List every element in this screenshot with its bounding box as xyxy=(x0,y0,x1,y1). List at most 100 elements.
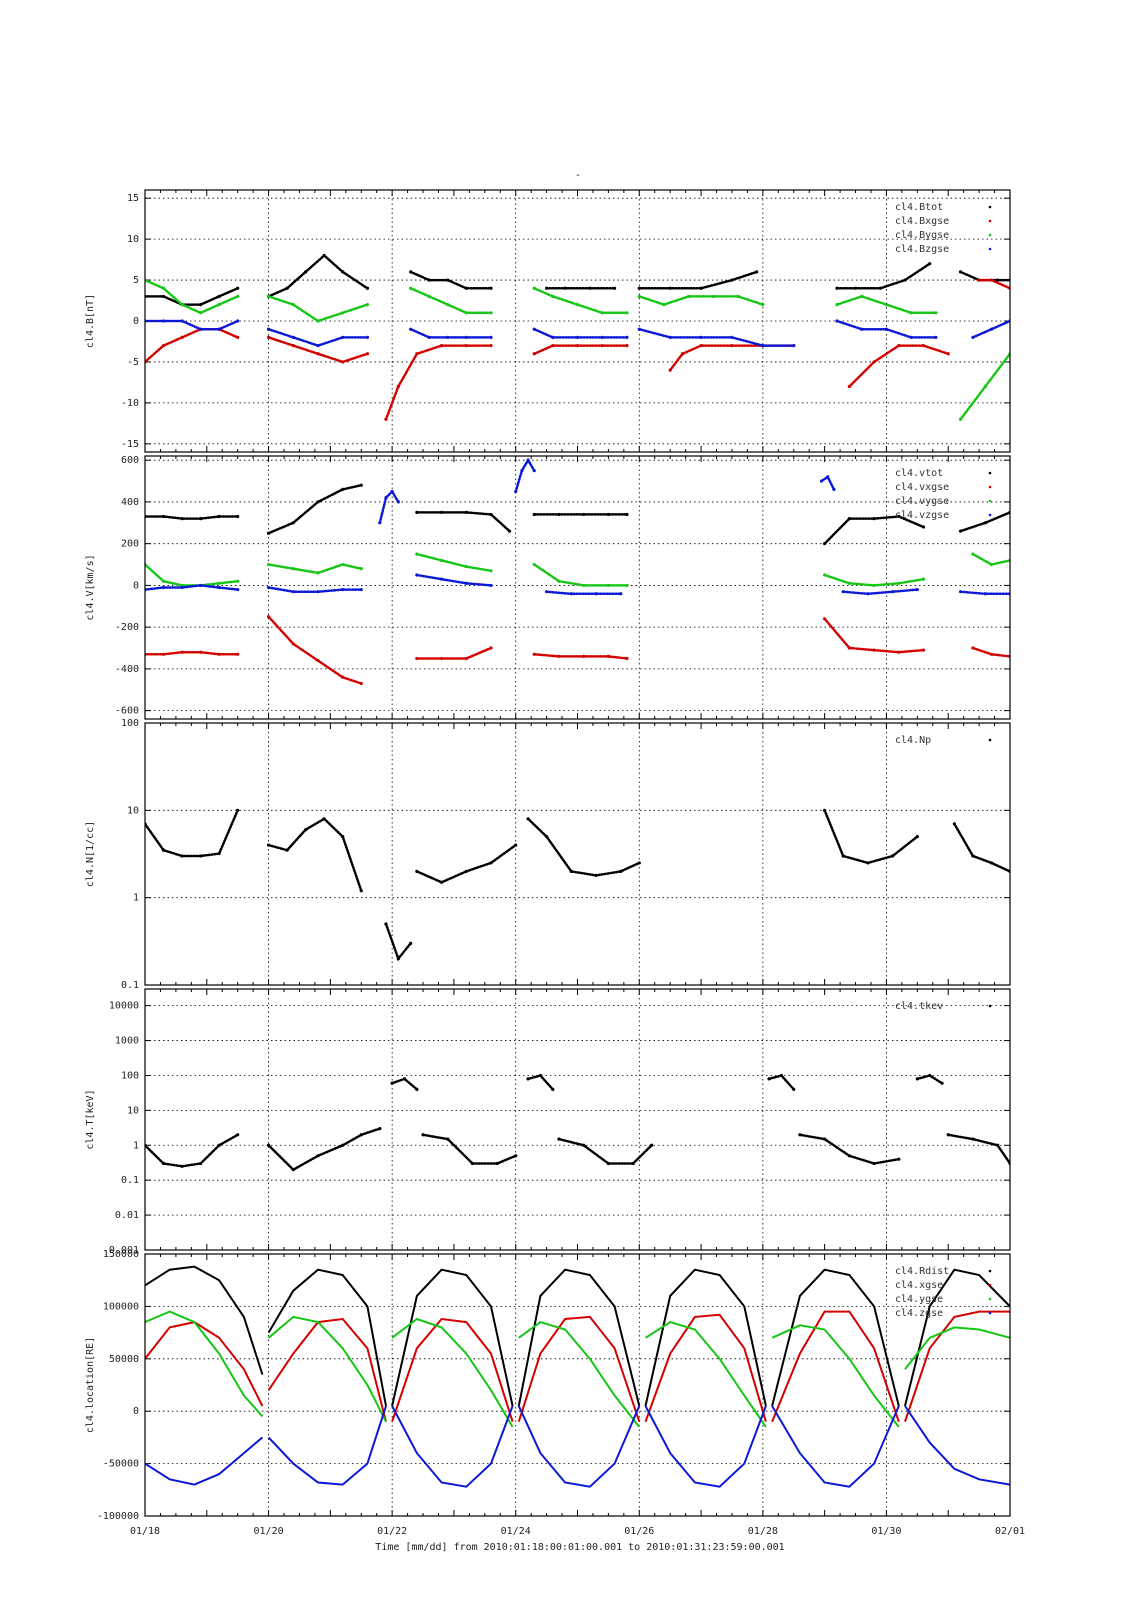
data-point xyxy=(266,1143,271,1147)
series-trace xyxy=(526,817,641,877)
data-point xyxy=(921,577,926,581)
data-point xyxy=(409,286,413,290)
y-tick-label: 10 xyxy=(127,234,139,245)
series-red xyxy=(145,1310,1010,1423)
legend-marker xyxy=(988,205,992,209)
data-point xyxy=(464,581,468,585)
series-line xyxy=(145,1321,264,1407)
x-tick-label: 01/26 xyxy=(624,1526,654,1537)
panel-frame xyxy=(144,988,1011,1251)
data-point xyxy=(532,469,536,473)
data-point xyxy=(832,487,836,491)
data-point xyxy=(532,512,536,517)
data-point xyxy=(421,1133,425,1137)
x-tick-label: 01/22 xyxy=(377,1526,407,1537)
data-point xyxy=(266,615,271,619)
data-point xyxy=(520,469,524,473)
legend-label: cl4.ygse xyxy=(895,1294,943,1305)
data-point xyxy=(755,270,759,274)
series-trace xyxy=(409,287,493,315)
data-point xyxy=(199,583,203,588)
data-point xyxy=(316,571,320,575)
data-point xyxy=(612,286,617,290)
series-trace xyxy=(145,584,239,591)
panel-frame xyxy=(144,189,1011,453)
data-point xyxy=(365,335,370,339)
data-point xyxy=(341,675,345,679)
data-point xyxy=(217,514,221,519)
data-point xyxy=(304,270,308,274)
series-line xyxy=(904,1405,1010,1486)
data-point xyxy=(316,590,320,594)
y-tick-label: 0.1 xyxy=(121,1175,139,1186)
series-line xyxy=(771,1324,900,1428)
series-trace xyxy=(384,922,412,962)
data-point xyxy=(359,681,363,686)
legend-marker xyxy=(988,499,992,503)
legend-label: cl4.zgse xyxy=(895,1308,943,1319)
y-tick-label: -100000 xyxy=(97,1511,139,1522)
data-point xyxy=(266,843,271,847)
data-point xyxy=(897,581,901,585)
data-point xyxy=(291,590,295,594)
data-point xyxy=(161,514,166,519)
data-point xyxy=(316,343,320,348)
panel-frame xyxy=(144,722,1011,986)
data-point xyxy=(446,303,450,307)
data-point xyxy=(730,278,734,282)
data-point xyxy=(316,500,320,504)
y-tick-label: -400 xyxy=(115,664,139,675)
data-point xyxy=(631,1161,635,1166)
data-point xyxy=(514,489,518,494)
data-point xyxy=(563,286,567,290)
data-point xyxy=(625,656,629,661)
series-trace xyxy=(835,262,931,290)
series-trace xyxy=(533,287,629,315)
series-line xyxy=(644,1321,767,1428)
data-point xyxy=(378,1127,382,1131)
data-point xyxy=(532,327,536,331)
y-tick-label: 5 xyxy=(133,275,139,286)
data-point xyxy=(266,562,271,567)
data-point xyxy=(409,270,413,274)
data-point xyxy=(359,483,363,487)
series-line xyxy=(518,1320,641,1428)
legend-marker xyxy=(988,1311,992,1315)
data-point xyxy=(470,1161,475,1166)
data-point xyxy=(872,648,876,652)
series-trace xyxy=(145,319,239,331)
data-point xyxy=(489,646,493,650)
series-line xyxy=(391,1405,514,1488)
data-point xyxy=(396,957,400,961)
y-tick-label: 0.01 xyxy=(115,1210,139,1221)
panel-frame xyxy=(144,455,1011,720)
data-point xyxy=(569,592,573,596)
data-point xyxy=(971,854,975,858)
data-point xyxy=(359,889,363,893)
series-trace xyxy=(415,552,493,573)
data-point xyxy=(464,510,468,514)
data-point xyxy=(971,1137,975,1141)
data-point xyxy=(538,1073,543,1078)
data-point xyxy=(464,335,468,339)
data-point xyxy=(365,303,370,307)
data-point xyxy=(934,311,938,315)
data-point xyxy=(637,286,641,290)
series-trace xyxy=(145,650,239,656)
panel-5: 150000 100000 50000 0 -50000 -100000 cl4.Rdist… xyxy=(85,1249,1011,1522)
data-point xyxy=(989,278,994,282)
series-trace xyxy=(267,483,363,535)
data-point xyxy=(291,521,295,525)
y-tick-label: 15 xyxy=(127,193,139,204)
data-point xyxy=(730,335,734,339)
data-point xyxy=(915,835,919,839)
data-point xyxy=(236,1133,240,1137)
data-point xyxy=(217,303,221,307)
data-point xyxy=(180,1164,184,1168)
y-axis-label: cl4.location[RE] xyxy=(85,1337,96,1433)
data-point xyxy=(266,335,271,339)
series-trace xyxy=(638,295,765,306)
data-point xyxy=(526,817,530,821)
plot-area xyxy=(145,808,1010,962)
